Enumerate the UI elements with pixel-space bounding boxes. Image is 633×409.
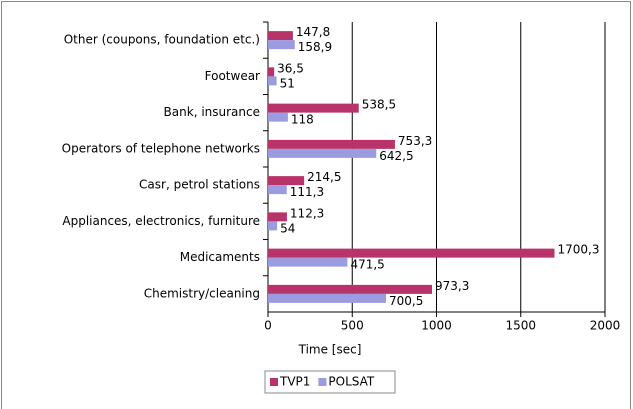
data-label: 1700,3: [558, 243, 600, 257]
bar: [268, 284, 433, 294]
bar: [268, 221, 278, 231]
data-label: 538,5: [362, 98, 396, 112]
bar: [268, 148, 377, 158]
x-tick-label: 1500: [505, 319, 536, 333]
data-label: 700,5: [389, 294, 423, 308]
data-label: 214,5: [307, 170, 341, 184]
bar: [268, 257, 348, 267]
data-label: 51: [280, 76, 295, 90]
data-label: 471,5: [350, 258, 384, 272]
data-label: 973,3: [435, 279, 469, 293]
bar: [268, 176, 305, 186]
legend-label: TVP1: [279, 375, 310, 389]
data-label: 111,3: [290, 185, 324, 199]
y-tick-label: Chemistry/cleaning: [144, 286, 260, 300]
bar: [268, 31, 293, 41]
bar: [268, 40, 295, 50]
y-tick-label: Footwear: [205, 69, 260, 83]
y-tick-label: Casr, petrol stations: [139, 178, 260, 192]
data-label: 753,3: [398, 134, 432, 148]
y-tick-label: Bank, insurance: [164, 105, 260, 119]
y-tick-label: Appliances, electronics, furniture: [62, 214, 260, 228]
bar: [268, 76, 277, 86]
y-tick-label: Operators of telephone networks: [62, 141, 260, 155]
data-label: 36,5: [277, 61, 304, 75]
data-label: 54: [280, 221, 295, 235]
bar: [268, 248, 555, 258]
bar: [268, 112, 288, 122]
x-tick-label: 2000: [590, 319, 621, 333]
legend-box: [264, 370, 396, 394]
bar: [268, 185, 287, 195]
bar: [268, 103, 359, 113]
x-axis-label: Time [sec]: [298, 343, 362, 357]
legend-swatch: [318, 378, 327, 386]
x-tick-label: 500: [341, 319, 364, 333]
data-label: 158,9: [298, 40, 332, 54]
data-label: 112,3: [290, 206, 324, 220]
y-tick-label: Other (coupons, foundation etc.): [64, 33, 260, 47]
x-tick-label: 0: [264, 319, 272, 333]
data-label: 147,8: [296, 25, 330, 39]
bar: [268, 293, 387, 303]
data-label: 642,5: [379, 149, 413, 163]
data-label: 118: [291, 113, 314, 127]
bar: [268, 212, 287, 222]
legend-swatch: [270, 378, 278, 386]
legend-label: POLSAT: [328, 375, 374, 389]
bar: [268, 67, 275, 77]
x-tick-label: 1000: [421, 319, 452, 333]
bar: [268, 139, 395, 149]
y-tick-label: Medicaments: [180, 250, 260, 264]
